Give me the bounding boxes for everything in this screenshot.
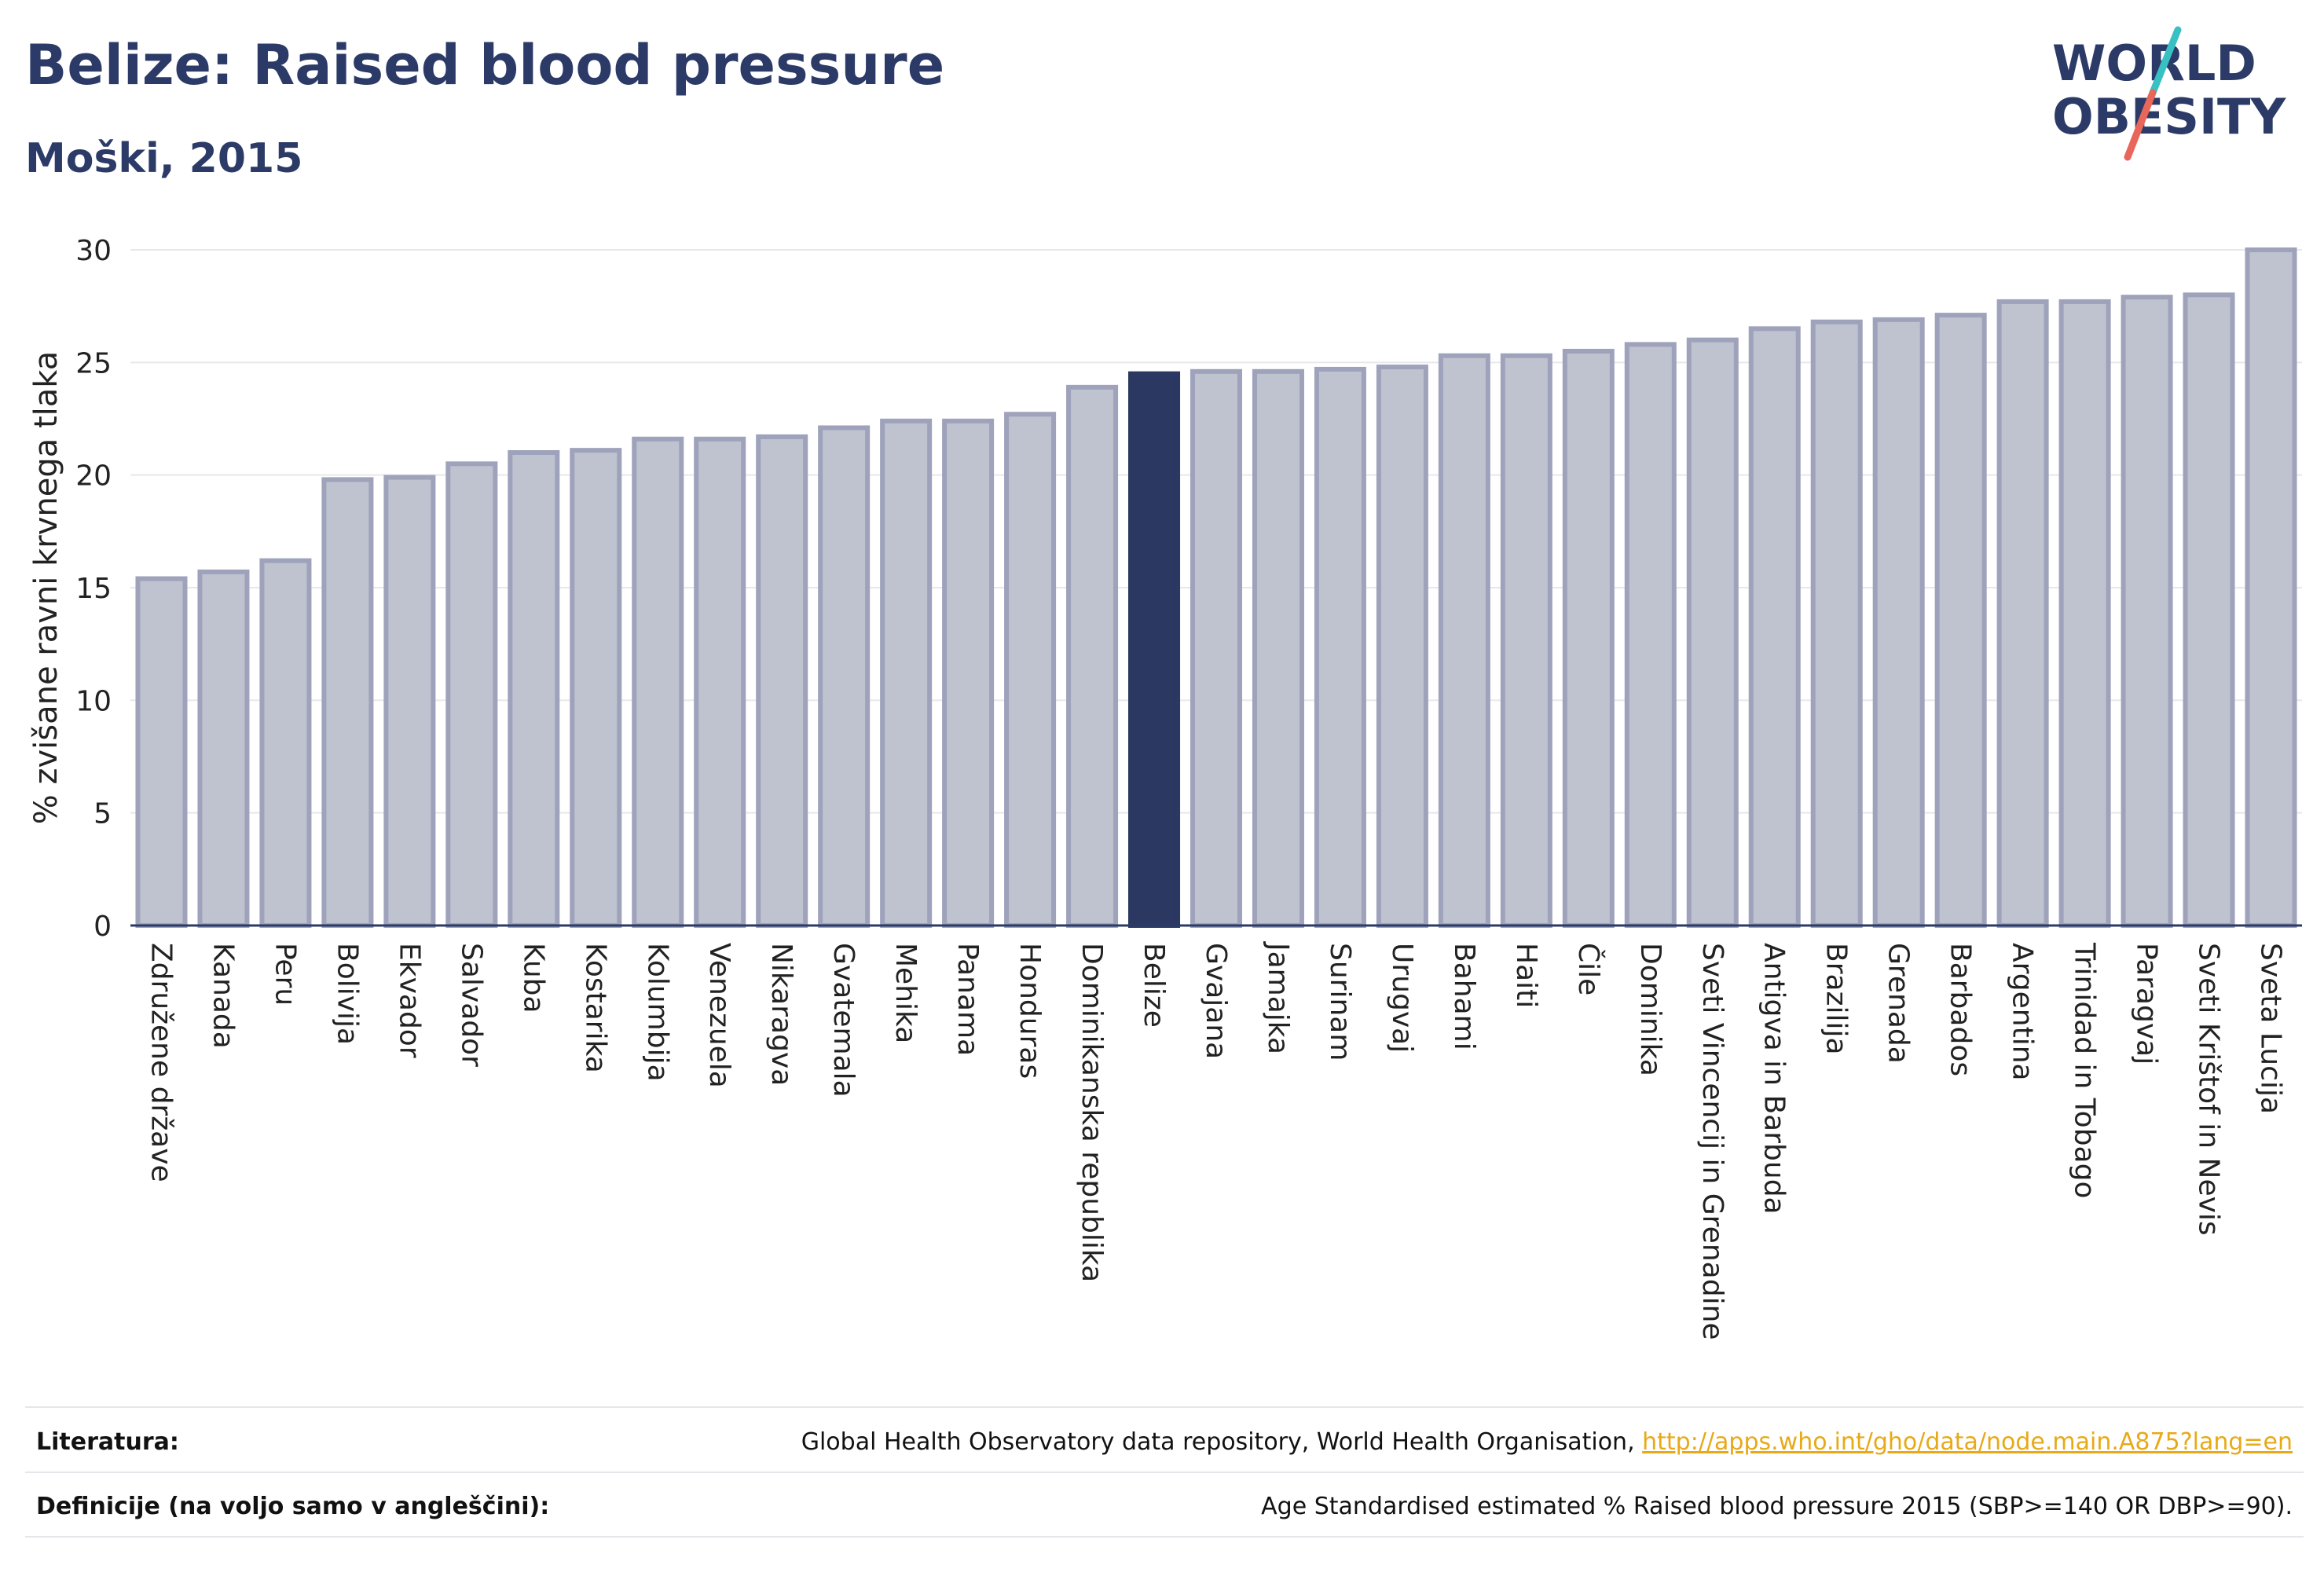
bar	[570, 448, 622, 928]
y-tick-label: 10	[75, 685, 112, 717]
bar	[942, 418, 995, 928]
world-obesity-logo: WORLD OBESITY	[2052, 26, 2286, 161]
x-tick-label: Surinam	[1324, 943, 1356, 1061]
references-value: Global Health Observatory data repositor…	[801, 1428, 2293, 1456]
bar	[1066, 384, 1119, 929]
chart-subtitle: Moški, 2015	[25, 135, 303, 182]
bar	[1686, 337, 1739, 928]
x-tick-label: Brazilija	[1820, 943, 1853, 1055]
x-tick-label: Paragvaj	[2131, 943, 2163, 1065]
x-tick-label: Honduras	[1014, 943, 1046, 1079]
bar	[508, 450, 560, 928]
bar	[2183, 292, 2235, 929]
bar	[1500, 353, 1552, 928]
x-tick-label: Bahami	[1448, 943, 1480, 1050]
x-tick-label: Kostarika	[579, 943, 611, 1073]
bar	[694, 436, 746, 928]
y-tick-label: 25	[75, 347, 112, 379]
y-tick-label: 15	[75, 573, 112, 605]
bar	[2058, 299, 2111, 928]
x-tick-label: Dominika	[1634, 943, 1666, 1076]
bar	[383, 475, 436, 928]
bar	[1252, 368, 1304, 928]
bar	[1438, 353, 1490, 928]
logo-slash-teal	[2149, 26, 2182, 97]
bar	[2121, 295, 2173, 928]
x-tick-label: Grenada	[1882, 943, 1915, 1064]
bar	[445, 461, 498, 928]
x-tick-label: Barbados	[1945, 943, 1977, 1076]
bar	[2245, 247, 2297, 928]
x-tick-label: Belize	[1138, 943, 1170, 1028]
x-tick-label: Salvador	[455, 943, 487, 1067]
footer-divider-top	[25, 1406, 2304, 1408]
chart-title: Belize: Raised blood pressure	[25, 33, 945, 97]
bar	[632, 436, 684, 928]
bar	[880, 418, 933, 928]
bar	[818, 425, 871, 928]
bar	[1996, 299, 2049, 928]
x-tick-label: Trinidad in Tobago	[2069, 942, 2101, 1198]
y-tick-label: 20	[75, 460, 112, 493]
x-tick-label: Jamajka	[1262, 941, 1294, 1054]
x-tick-label: Antigva in Barbuda	[1758, 943, 1791, 1215]
y-tick-label: 0	[93, 911, 112, 943]
x-tick-label: Nikaragva	[765, 943, 797, 1086]
bar	[321, 477, 374, 928]
x-tick-label: Kolumbija	[641, 943, 673, 1082]
bar	[1314, 366, 1366, 928]
references-text: Global Health Observatory data repositor…	[801, 1428, 1643, 1456]
x-tick-label: Bolivija	[331, 943, 363, 1045]
bar	[1748, 326, 1801, 929]
bar	[1128, 371, 1181, 928]
bar	[756, 434, 808, 928]
x-tick-label: Venezuela	[703, 943, 735, 1088]
x-tick-label: Kuba	[517, 943, 549, 1013]
x-tick-label: Haiti	[1510, 943, 1542, 1008]
bar	[1189, 368, 1243, 928]
y-tick-label: 30	[75, 235, 112, 267]
bar	[1376, 365, 1428, 929]
x-tick-label: Združene države	[145, 943, 177, 1182]
definitions-label: Definicije (na voljo samo v angleščini):	[36, 1493, 550, 1520]
references-link[interactable]: http://apps.who.int/gho/data/node.main.A…	[1642, 1428, 2293, 1456]
bar	[1562, 349, 1615, 928]
y-tick-label: 5	[93, 798, 112, 830]
x-tick-label: Panama	[951, 943, 984, 1056]
footer-divider-bottom	[25, 1536, 2304, 1538]
bar	[1004, 412, 1057, 928]
x-tick-label: Mehika	[889, 943, 922, 1043]
bar-chart: 0 5 10 15 20 25 30 % zvišane ravni krvnega tlak…	[28, 235, 2302, 1340]
x-tick-label: Argentina	[2007, 943, 2039, 1081]
y-axis-label: % zvišane ravni krvnega tlaka	[28, 351, 64, 824]
references-label: Literatura:	[36, 1428, 179, 1456]
x-tick-label: Gvatemala	[827, 943, 860, 1098]
x-tick-label: Čile	[1572, 943, 1605, 995]
x-tick-label: Sveta Lucija	[2255, 943, 2287, 1114]
x-tick-label: Sveti Vincencij in Grenadine	[1696, 943, 1728, 1340]
x-tick-label: Peru	[269, 943, 301, 1006]
bar	[1624, 342, 1677, 928]
bar	[259, 558, 312, 928]
logo-text-obesity: OBESITY	[2052, 88, 2286, 145]
logo-slash-red	[2124, 89, 2157, 161]
bar	[1934, 313, 1987, 928]
x-tick-label: Kanada	[207, 943, 239, 1049]
x-tick-label: Gvajana	[1200, 943, 1232, 1059]
bar	[1810, 319, 1863, 928]
footer-divider-middle	[25, 1472, 2304, 1473]
x-tick-label: Urugvaj	[1386, 943, 1418, 1053]
bar	[1872, 317, 1925, 929]
bar	[135, 576, 188, 928]
definitions-text: Age Standardised estimated % Raised bloo…	[1261, 1493, 2293, 1520]
x-tick-label: Ekvador	[393, 943, 425, 1058]
x-tick-label: Dominikanska republika	[1076, 943, 1108, 1282]
x-tick-label: Sveti Krištof in Nevis	[2193, 943, 2225, 1236]
bar	[197, 569, 250, 929]
